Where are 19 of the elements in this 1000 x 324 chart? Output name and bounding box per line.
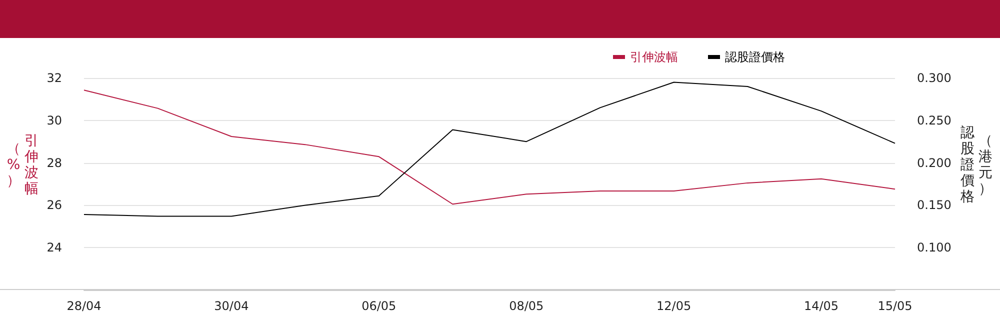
y2-tick-label: 0.250 xyxy=(917,113,952,128)
y-tick-label: 26 xyxy=(46,198,62,212)
y2-tick-label: 0.300 xyxy=(917,71,952,85)
y2-tick-label: 0.200 xyxy=(917,156,952,170)
legend-label: 認股證價格 xyxy=(725,50,785,64)
y-tick-label: 24 xyxy=(46,240,62,255)
x-tick-label: 08/05 xyxy=(509,299,544,313)
y2-tick-label: 0.150 xyxy=(917,198,952,212)
legend-label: 引伸波幅 xyxy=(630,50,678,64)
x-tick-label: 15/05 xyxy=(878,299,912,313)
y2-tick-label: 0.100 xyxy=(917,240,952,255)
x-tick-label: 28/04 xyxy=(66,299,102,313)
x-tick-label: 06/05 xyxy=(362,299,396,313)
y-tick-label: 28 xyxy=(46,156,62,170)
y-tick-label: 30 xyxy=(46,113,62,128)
x-tick-label: 12/05 xyxy=(656,299,692,313)
y-tick-label: 32 xyxy=(46,71,62,85)
x-tick-label: 14/05 xyxy=(804,299,839,313)
x-tick-label: 30/04 xyxy=(214,299,249,313)
